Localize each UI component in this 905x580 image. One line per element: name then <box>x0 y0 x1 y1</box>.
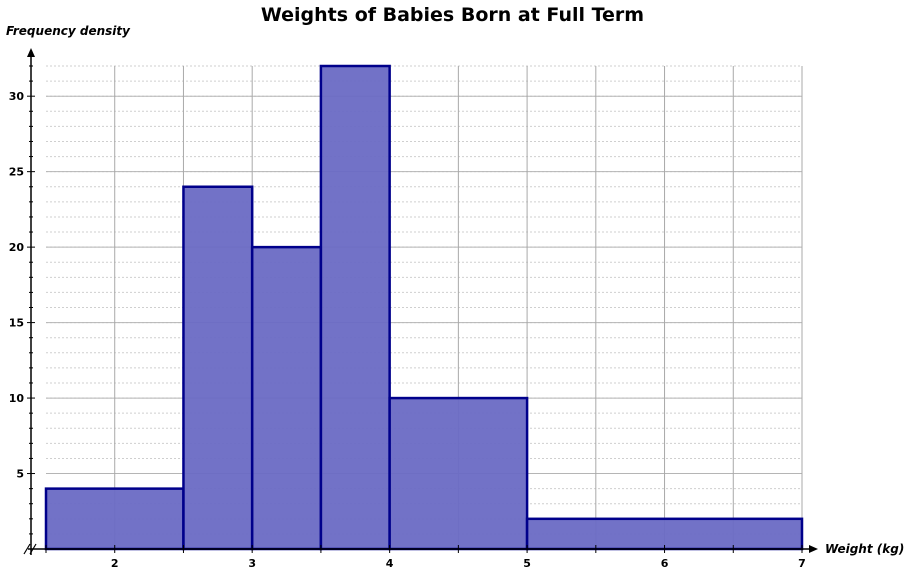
x-tick-label: 5 <box>523 557 531 570</box>
axis-break-mark <box>23 543 31 555</box>
axis-break-mark <box>29 543 37 555</box>
y-axis-arrow <box>27 48 35 57</box>
x-tick-label: 7 <box>798 557 806 570</box>
x-tick-label: 4 <box>386 557 394 570</box>
y-tick-label: 25 <box>9 166 24 179</box>
x-tick-label: 3 <box>248 557 256 570</box>
y-tick-label: 20 <box>9 241 25 254</box>
bars <box>44 64 804 551</box>
x-axis-title: Weight (kg) <box>825 542 905 556</box>
y-tick-label: 5 <box>16 468 24 481</box>
histogram-bar <box>182 185 254 551</box>
x-tick-label: 2 <box>111 557 119 570</box>
y-axis-title: Frequency density <box>6 24 130 38</box>
histogram-bar <box>319 64 391 551</box>
y-tick-label: 15 <box>9 317 24 330</box>
y-tick-label: 10 <box>9 392 25 405</box>
chart-title: Weights of Babies Born at Full Term <box>260 4 645 26</box>
histogram-bar <box>44 487 185 551</box>
ticks: 5 10 15 20 25 30 2 3 4 5 6 7 <box>9 65 806 570</box>
x-tick-label: 6 <box>661 557 669 570</box>
histogram-bar <box>525 517 804 551</box>
y-tick-label: 30 <box>9 90 25 103</box>
axes <box>23 48 818 555</box>
x-axis-arrow <box>809 545 818 553</box>
histogram-bar <box>250 245 323 551</box>
histogram-bar <box>388 396 529 551</box>
